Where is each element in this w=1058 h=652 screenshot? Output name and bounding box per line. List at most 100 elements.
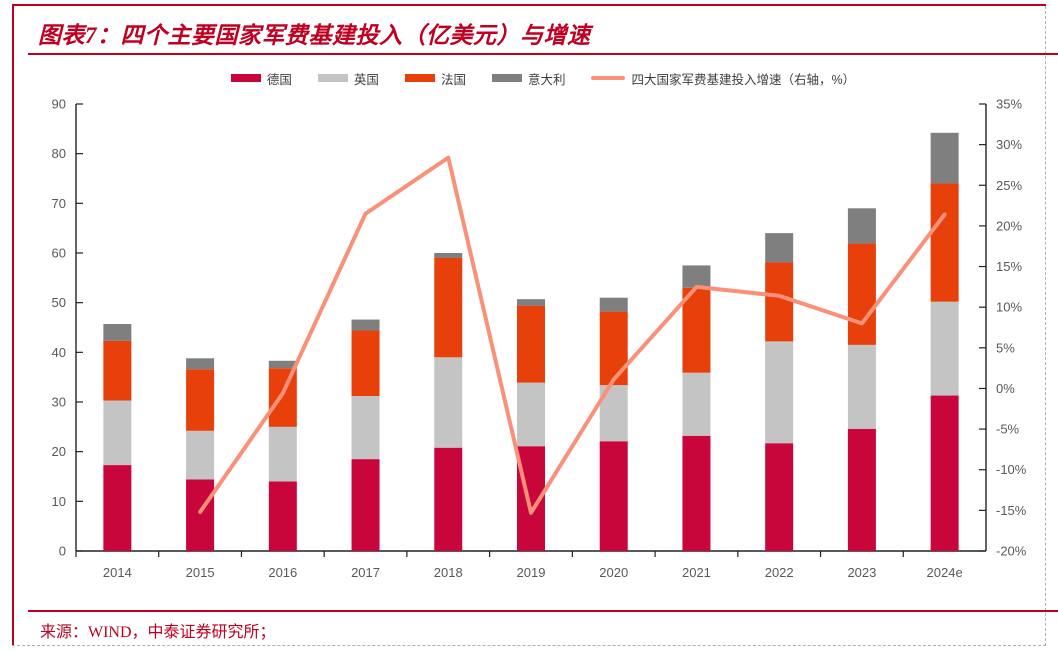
legend-item-france[interactable]: 法国 [404, 69, 466, 88]
legend-item-uk[interactable]: 英国 [317, 69, 379, 88]
bar-segment [434, 447, 463, 551]
y-axis-right-tick-label: -10% [996, 462, 1027, 477]
bar-segment [186, 369, 215, 431]
x-axis-category-label: 2023 [847, 565, 876, 580]
legend-line-growth-rate [591, 76, 626, 80]
x-axis-category-label: 2022 [765, 565, 794, 580]
y-axis-left-tick-label: 60 [52, 246, 66, 261]
bar-segment [930, 395, 959, 551]
legend-label-germany: 德国 [266, 72, 292, 87]
legend-item-italy[interactable]: 意大利 [491, 69, 566, 88]
y-axis-right-tick-label: -20% [996, 544, 1027, 559]
x-axis-category-label: 2024e [927, 565, 963, 580]
y-axis-right-tick-label: -5% [996, 422, 1020, 437]
y-axis-left-tick-label: 70 [52, 196, 66, 211]
bar-group [517, 299, 545, 551]
bar-segment [103, 340, 132, 401]
legend-label-uk: 英国 [353, 72, 379, 87]
bar-segment [434, 357, 463, 448]
legend-label-growth-rate: 四大国家军费基建投入增速（右轴，%） [631, 72, 856, 87]
bar-segment [930, 301, 959, 396]
legend-label-france: 法国 [440, 72, 466, 87]
x-axis-category-label: 2017 [351, 565, 380, 580]
y-axis-left-tick-label: 30 [52, 395, 66, 410]
bar-segment [682, 372, 711, 436]
legend-label-italy: 意大利 [527, 72, 566, 87]
bar-segment [599, 311, 628, 386]
bar-segment [847, 428, 876, 551]
legend-item-growth-rate[interactable]: 四大国家军费基建投入增速（右轴，%） [591, 69, 855, 88]
x-axis-category-label: 2020 [599, 565, 628, 580]
bar-segment [847, 243, 876, 345]
bar-segment [103, 400, 132, 466]
bar-group [765, 233, 794, 551]
y-axis-right-tick-label: 35% [996, 97, 1022, 112]
bar-segment [765, 262, 794, 342]
bar-segment [103, 465, 132, 551]
title-underline [28, 53, 1058, 55]
x-axis-category-label: 2018 [434, 565, 463, 580]
bar-segment [186, 430, 215, 480]
bar-segment [434, 257, 463, 358]
figure-container: 图表7：四个主要国家军费基建投入（亿美元）与增速 德国 英国 法国 意大利 四大… [12, 6, 1058, 646]
bar-segment [847, 344, 876, 429]
bar-segment [930, 132, 959, 184]
bar-group [847, 208, 876, 551]
bar-segment [186, 358, 215, 370]
bar-segment [599, 441, 628, 551]
y-axis-left-tick-label: 40 [52, 345, 66, 360]
y-axis-right-tick-label: 30% [996, 137, 1022, 152]
legend-swatch-france [404, 74, 435, 82]
y-axis-left-tick-label: 80 [52, 146, 66, 161]
y-axis-left-tick-label: 10 [52, 494, 66, 509]
x-axis-category-label: 2014 [103, 565, 132, 580]
bar-segment [351, 330, 380, 397]
bar-group [434, 253, 463, 551]
bar-segment [517, 305, 545, 383]
y-axis-right-tick-label: 10% [996, 300, 1022, 315]
page-title: 图表7：四个主要国家军费基建投入（亿美元）与增速 [38, 23, 591, 48]
x-axis-category-label: 2019 [517, 565, 546, 580]
bar-segment [268, 360, 297, 369]
y-axis-right-tick-label: 0% [996, 381, 1015, 396]
bar-segment [765, 233, 794, 263]
source-note: 来源：WIND，中泰证券研究所； [40, 624, 276, 641]
y-axis-right-tick-label: 5% [996, 340, 1015, 355]
bar-segment [847, 208, 876, 244]
bar-segment [186, 479, 215, 551]
bar-segment [517, 382, 545, 447]
chart-svg: 0 10 20 30 40 50 60 70 80 90 -20% -15% -10% -5% 0% 5% 10… [52, 97, 1027, 581]
bar-segment [351, 459, 380, 551]
bar-group [186, 358, 215, 551]
x-axis-category-label: 2016 [268, 565, 297, 580]
legend-item-germany[interactable]: 德国 [230, 69, 292, 88]
bar-group [268, 360, 297, 551]
bar-segment [599, 297, 628, 312]
footer-rule [28, 610, 1058, 612]
growth-rate-line [198, 155, 947, 515]
bar-segment [765, 443, 794, 551]
chart-plot-area: 0 10 20 30 40 50 60 70 80 90 -20% -15% -10% -5% 0% 5% 10… [28, 96, 1058, 596]
x-axis-category-label: 2021 [682, 565, 711, 580]
bar-group [599, 297, 628, 551]
figure-title-bar: 图表7：四个主要国家军费基建投入（亿美元）与增速 [28, 14, 1058, 52]
bar-segment [682, 287, 711, 373]
chart-legend: 德国 英国 法国 意大利 四大国家军费基建投入增速（右轴，%） [28, 64, 1058, 92]
bar-segment [268, 368, 297, 427]
bar-segment [682, 265, 711, 288]
legend-swatch-germany [230, 74, 261, 82]
x-axis-category-label: 2015 [186, 565, 215, 580]
bar-segment [765, 341, 794, 444]
y-axis-right-tick-label: 25% [996, 178, 1022, 193]
bar-segment [103, 324, 132, 341]
bar-segment [351, 396, 380, 460]
y-axis-left-tick-label: 90 [52, 97, 66, 112]
legend-swatch-italy [491, 74, 522, 82]
y-axis-left-tick-label: 20 [52, 444, 66, 459]
bar-segment [682, 435, 711, 551]
bar-group [351, 319, 380, 551]
bar-segment [351, 319, 380, 331]
y-axis-left-tick-label: 0 [59, 544, 66, 559]
bar-segment [930, 183, 959, 302]
y-axis-left-tick-label: 50 [52, 295, 66, 310]
